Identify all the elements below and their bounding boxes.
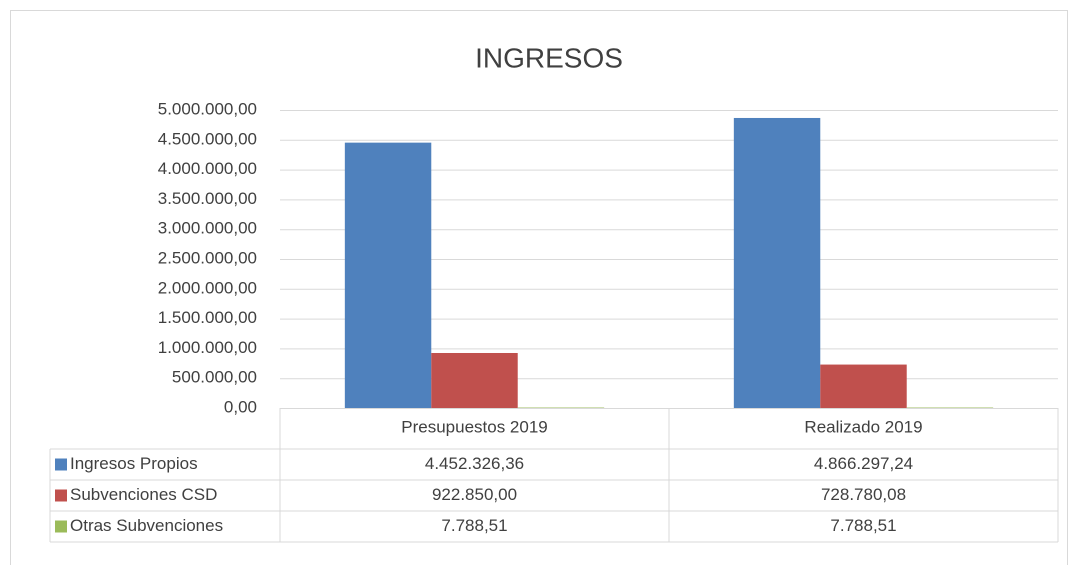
legend-label: Ingresos Propios [70, 454, 198, 473]
x-tick-label: Presupuestos 2019 [401, 417, 548, 436]
bar [733, 117, 821, 408]
bar [820, 364, 907, 408]
y-tick-label: 2.500.000,00 [158, 248, 257, 267]
data-label: 4.866.297,24 [814, 454, 913, 473]
y-tick-label: 2.000.000,00 [158, 278, 257, 297]
legend-key [55, 458, 67, 471]
y-tick-label: 1.500.000,00 [158, 308, 257, 327]
data-label: 4.452.326,36 [425, 454, 524, 473]
legend-key [55, 520, 67, 533]
bar [344, 142, 432, 408]
data-label: 922.850,00 [432, 485, 517, 504]
y-tick-label: 5.000.000,00 [158, 99, 257, 118]
y-tick-label: 4.500.000,00 [158, 129, 257, 148]
data-label: 7.788,51 [441, 516, 507, 535]
bar [431, 352, 518, 408]
y-tick-label: 1.000.000,00 [158, 338, 257, 357]
y-tick-label: 3.500.000,00 [158, 189, 257, 208]
y-tick-label: 4.000.000,00 [158, 159, 257, 178]
y-tick-label: 500.000,00 [172, 368, 257, 387]
chart-title: INGRESOS [475, 42, 623, 73]
chart-frame [10, 10, 1068, 565]
legend-label: Otras Subvenciones [70, 516, 223, 535]
y-tick-label: 0,00 [224, 397, 257, 416]
data-label: 7.788,51 [830, 516, 896, 535]
y-tick-label: 3.000.000,00 [158, 219, 257, 238]
legend-key [55, 489, 67, 502]
x-tick-label: Realizado 2019 [804, 417, 922, 436]
legend-label: Subvenciones CSD [70, 485, 217, 504]
data-label: 728.780,08 [821, 485, 906, 504]
